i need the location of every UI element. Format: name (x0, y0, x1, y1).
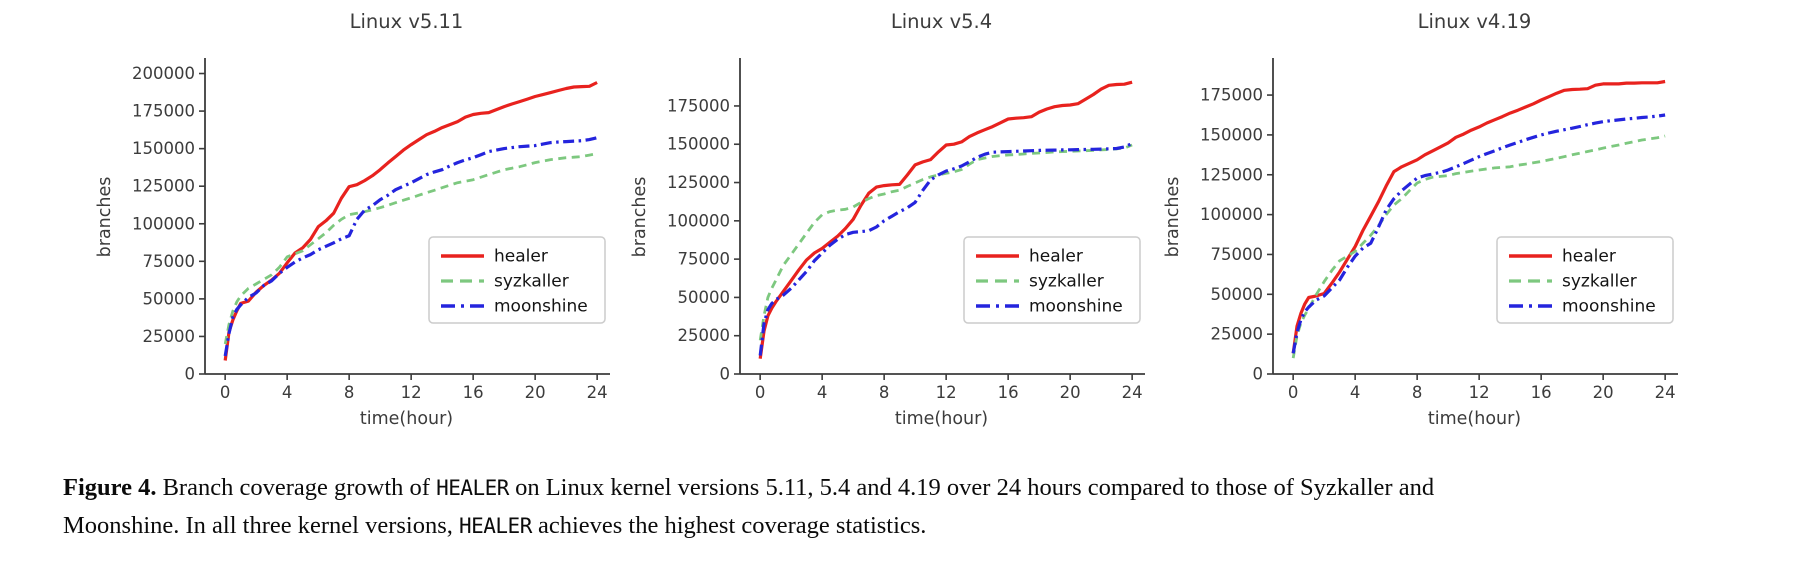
caption-segment: HEALER (458, 513, 532, 538)
series-line-syzkaller (758, 143, 1133, 341)
legend-box (428, 236, 606, 324)
x-tick-label: 12 (1469, 383, 1490, 402)
legend-label-syzkaller: syzkaller (1029, 272, 1104, 292)
y-tick-label: 75000 (678, 250, 731, 269)
x-tick-label: 8 (344, 383, 355, 402)
x-axis-label: time(hour) (360, 409, 453, 429)
legend-label-healer: healer (494, 247, 548, 267)
legend: healer syzkaller moonshine (963, 236, 1141, 324)
y-tick-label: 150000 (1200, 125, 1263, 144)
y-axis-label: branches (1163, 177, 1183, 258)
x-tick-label: 8 (879, 383, 890, 402)
x-tick-label: 0 (1288, 383, 1299, 402)
x-tick-label: 12 (401, 383, 422, 402)
x-tick-label: 16 (998, 383, 1019, 402)
y-tick-label: 50000 (143, 289, 196, 308)
legend-label-syzkaller: syzkaller (1562, 272, 1637, 292)
chart-linux-v5-4: 0 25000 50000 75000 100000 125000 150000 175000… (630, 10, 1145, 429)
x-tick-label: 20 (1060, 383, 1081, 402)
y-tick-label: 25000 (1211, 325, 1264, 344)
x-tick-label: 24 (1122, 383, 1143, 402)
x-tick-label: 16 (1531, 383, 1552, 402)
legend-label-healer: healer (1562, 247, 1616, 267)
legend: healer syzkaller moonshine (428, 236, 606, 324)
y-tick-label: 150000 (667, 135, 730, 154)
chart-linux-v4-19: 0 25000 50000 75000 100000 125000 150000 175000… (1163, 10, 1678, 429)
series-lines (758, 80, 1133, 359)
y-tick-label: 25000 (143, 327, 196, 346)
series-line-moonshine (223, 136, 598, 357)
y-tick-label: 75000 (143, 252, 196, 271)
series-line-moonshine (1291, 113, 1666, 354)
x-tick-label: 12 (936, 383, 957, 402)
legend-label-moonshine: moonshine (494, 297, 588, 317)
legend-label-moonshine: moonshine (1029, 297, 1123, 317)
y-tick-label: 175000 (1200, 86, 1263, 105)
y-tick-label: 0 (1253, 365, 1264, 384)
caption-segment: on Linux kernel versions 5.11, 5.4 and 4… (63, 473, 1435, 539)
y-tick-label: 125000 (132, 177, 195, 196)
y-tick-label: 125000 (1200, 165, 1263, 184)
y-tick-label: 25000 (678, 326, 731, 345)
y-tick-label: 150000 (132, 139, 195, 158)
x-tick-label: 20 (1593, 383, 1614, 402)
series-lines (223, 81, 598, 361)
x-tick-label: 16 (463, 383, 484, 402)
x-tick-label: 0 (755, 383, 766, 402)
y-tick-label: 100000 (667, 211, 730, 230)
figure-caption: Figure 4. Branch coverage growth of HEAL… (63, 469, 1553, 545)
chart-title: Linux v5.11 (350, 10, 464, 33)
chart-linux-v5-11: 0 25000 50000 75000 100000 125000 150000 175000… (95, 10, 610, 429)
y-tick-label: 125000 (667, 173, 730, 192)
series-line-syzkaller (1291, 134, 1666, 359)
legend-label-healer: healer (1029, 247, 1083, 267)
series-line-moonshine (758, 142, 1133, 356)
y-tick-label: 0 (720, 365, 731, 384)
y-tick-label: 50000 (1211, 285, 1264, 304)
caption-segment: Branch coverage growth of (156, 473, 437, 501)
caption-segment: Figure 4. (63, 473, 157, 501)
chart-title: Linux v5.4 (891, 10, 992, 33)
x-tick-label: 24 (1655, 383, 1676, 402)
legend-box (1496, 236, 1674, 324)
series-line-syzkaller (223, 152, 598, 345)
y-tick-label: 100000 (1200, 205, 1263, 224)
y-tick-label: 0 (185, 365, 196, 384)
series-line-healer (758, 80, 1133, 359)
x-tick-label: 4 (817, 383, 828, 402)
y-tick-label: 175000 (667, 96, 730, 115)
legend: healer syzkaller moonshine (1496, 236, 1674, 324)
y-axis-label: branches (95, 177, 115, 258)
caption-segment: HEALER (436, 475, 509, 500)
y-tick-label: 50000 (678, 288, 731, 307)
caption-segment: achieves the highest coverage statistics… (531, 511, 927, 539)
chart-title: Linux v4.19 (1418, 10, 1532, 33)
x-tick-label: 4 (1350, 383, 1361, 402)
y-tick-label: 75000 (1211, 245, 1264, 264)
y-axis-label: branches (630, 177, 650, 258)
y-tick-label: 200000 (132, 64, 195, 83)
x-axis-label: time(hour) (895, 409, 988, 429)
legend-box (963, 236, 1141, 324)
x-tick-label: 20 (525, 383, 546, 402)
x-tick-label: 4 (282, 383, 293, 402)
series-line-healer (1291, 79, 1666, 354)
legend-label-moonshine: moonshine (1562, 297, 1656, 317)
x-axis-label: time(hour) (1428, 409, 1521, 429)
y-tick-label: 100000 (132, 214, 195, 233)
charts-row: 0 25000 50000 75000 100000 125000 150000 175000… (95, 10, 1678, 429)
x-tick-label: 24 (587, 383, 608, 402)
series-lines (1291, 79, 1666, 359)
y-tick-label: 175000 (132, 102, 195, 121)
x-tick-label: 0 (220, 383, 231, 402)
legend-label-syzkaller: syzkaller (494, 272, 569, 292)
x-tick-label: 8 (1412, 383, 1423, 402)
